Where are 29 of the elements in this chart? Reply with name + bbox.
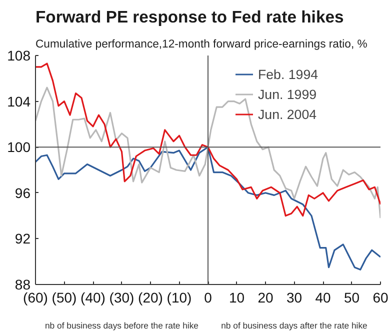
x-tick-label: 10 (228, 290, 245, 306)
y-tick-label: 96 (14, 184, 31, 201)
x-tick-label: 40 (315, 290, 331, 306)
x-tick-label: 50 (344, 290, 360, 306)
line-series (36, 86, 380, 219)
x-tick-label: 30 (286, 290, 302, 306)
chart-subtitle: Cumulative performance,12-month forward price-earnings ratio, % (36, 38, 368, 50)
text: nb of business days after the rate hike (221, 320, 368, 330)
x-tick-label: (30) (109, 290, 134, 306)
legend-label: Jun. 1999 (258, 86, 317, 102)
x-tick-label: 60 (372, 290, 388, 306)
y-tick-label: 108 (7, 48, 31, 64)
line-series (36, 62, 380, 217)
x-tick-label: 20 (258, 290, 274, 306)
x-tick-label: (50) (52, 290, 77, 306)
y-tick-label: 100 (7, 139, 31, 156)
x-tick-label: (10) (166, 290, 192, 306)
x-tick-label: 0 (204, 290, 212, 306)
y-tick-label: 92 (14, 230, 31, 247)
y-tick-label: 88 (14, 276, 31, 292)
text: nb of business days before the rate hike (45, 320, 199, 330)
x-tick-label: (20) (138, 290, 163, 306)
y-tick-label: 104 (7, 93, 31, 110)
legend-label: Feb. 1994 (258, 66, 318, 82)
x-tick-label: (40) (80, 290, 106, 306)
chart-title: Forward PE response to Fed rate hikes (36, 8, 344, 26)
line-series (36, 146, 380, 270)
x-tick-label: (60) (23, 290, 48, 306)
legend-label: Jun. 2004 (258, 106, 317, 122)
